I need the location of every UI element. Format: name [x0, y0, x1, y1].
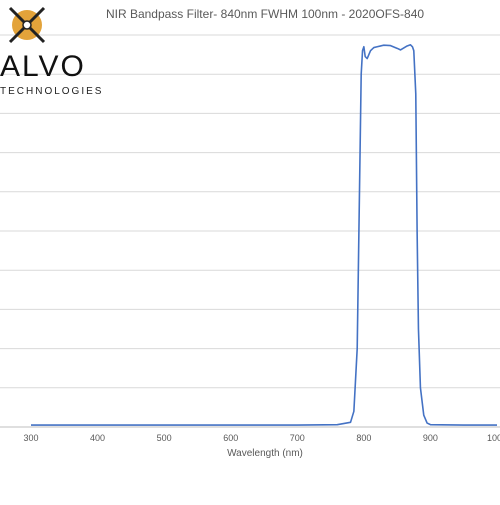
x-axis-label: Wavelength (nm)	[227, 448, 303, 459]
x-tick-label: 900	[423, 433, 438, 443]
x-tick-label: 1000	[487, 433, 500, 443]
series-layer	[31, 44, 497, 426]
chart-title: NIR Bandpass Filter- 840nm FWHM 100nm - …	[106, 7, 424, 21]
logo-wordmark: ALVO	[0, 50, 86, 83]
logo-subtext: TECHNOLOGIES	[0, 86, 104, 97]
gridlines	[0, 34, 500, 389]
x-tick-label: 500	[157, 433, 172, 443]
x-tick-label: 300	[23, 433, 38, 443]
x-tick-label: 700	[290, 433, 305, 443]
x-axis: 300 400 500 600 700 800 900 1000	[0, 426, 500, 443]
x-tick-label: 400	[90, 433, 105, 443]
company-logo: ALVO TECHNOLOGIES	[0, 0, 101, 100]
x-tick-label: 800	[356, 433, 371, 443]
logo-emblem-icon	[8, 6, 46, 44]
series-line	[31, 44, 497, 426]
x-tick-label: 600	[223, 433, 238, 443]
